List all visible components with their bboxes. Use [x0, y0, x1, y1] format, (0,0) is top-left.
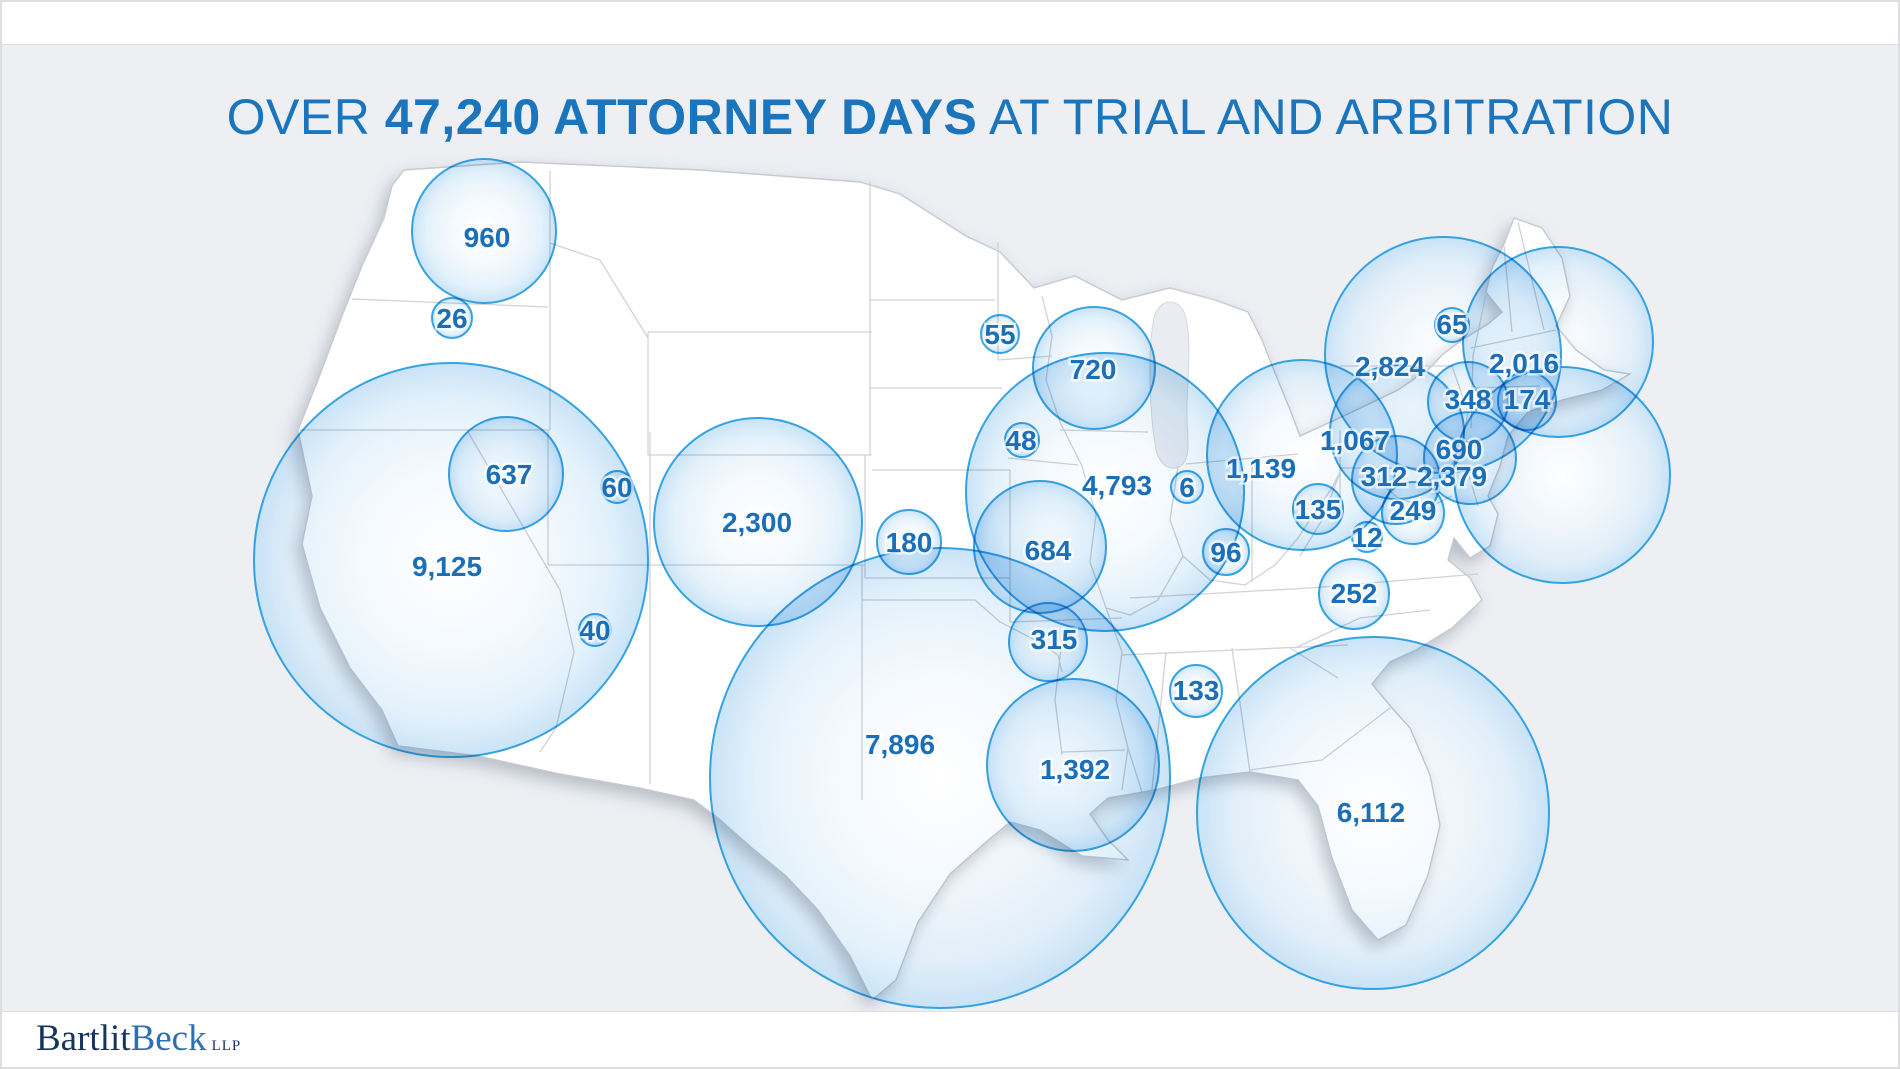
bubble-colorado: [653, 417, 863, 627]
bubble-label-pennsylvania: 1,067: [1320, 425, 1390, 456]
bubble-wisconsin: [1032, 306, 1156, 430]
bubble-label-ohio: 1,139: [1226, 453, 1296, 484]
bubble-label-connecticut: 348: [1445, 384, 1492, 415]
bubble-kansas: [876, 509, 942, 575]
bubble-rhode-island: [1497, 371, 1557, 431]
bubble-label-iowa: 48: [1005, 425, 1036, 456]
bubble-label-arizona: 40: [579, 615, 610, 646]
bubble-iowa: [1004, 422, 1040, 458]
logo-bartlit: Bartlit: [36, 1018, 131, 1059]
bubble-label-maryland: 312: [1361, 461, 1408, 492]
bubble-label-rhode-island: 174: [1504, 384, 1551, 415]
logo-llp: LLP: [211, 1038, 242, 1054]
bubble-label-texas: 7,896: [865, 729, 935, 760]
bubble-label-illinois: 4,793: [1082, 470, 1152, 501]
title-highlight: 47,240 ATTORNEY DAYS: [384, 89, 978, 145]
bubble-alabama: [1169, 664, 1223, 718]
title-suffix: AT TRIAL AND ARBITRATION: [977, 89, 1674, 145]
bubble-label-indiana: 6: [1179, 472, 1195, 503]
bubble-kentucky: [1202, 528, 1250, 576]
bubble-label-kentucky: 96: [1210, 537, 1241, 568]
logo-beck: Beck: [130, 1018, 207, 1059]
bubble-washington: [411, 158, 557, 304]
bubble-label-new-york: 2,824: [1355, 351, 1425, 382]
bubble-district-of-columbia: [1381, 481, 1445, 545]
bubble-indiana: [1170, 470, 1204, 504]
bubble-label-washington: 960: [464, 222, 511, 253]
bubble-label-massachusetts: 2,016: [1489, 348, 1559, 379]
bubble-label-delaware: 2,379: [1417, 461, 1487, 492]
bubble-nevada: [448, 416, 564, 532]
bubble-label-vermont: 65: [1436, 309, 1467, 340]
bubble-layer: [253, 158, 1671, 1009]
bubble-label-louisiana: 1,392: [1040, 754, 1110, 785]
bubble-label-arkansas: 315: [1031, 624, 1078, 655]
bubble-label-california: 9,125: [412, 551, 482, 582]
bubble-minnesota: [980, 314, 1020, 354]
bubble-label-missouri: 684: [1025, 535, 1072, 566]
top-white-band: [0, 0, 1900, 45]
bubble-label-district-of-columbia: 249: [1390, 495, 1437, 526]
bubble-west-virginia: [1292, 483, 1344, 535]
bubble-louisiana: [986, 678, 1160, 852]
bubble-label-north-carolina: 252: [1331, 578, 1378, 609]
bubble-label-kansas: 180: [886, 527, 933, 558]
bubble-arizona: [578, 613, 612, 647]
bubble-arkansas: [1008, 602, 1088, 682]
bubble-virginia: [1351, 521, 1383, 553]
bubble-utah: [600, 470, 634, 504]
bubble-label-new-jersey: 690: [1436, 434, 1483, 465]
bubble-florida: [1196, 636, 1550, 990]
bubble-label-utah: 60: [601, 472, 632, 503]
bubble-label-florida: 6,112: [1337, 797, 1406, 828]
bubble-north-carolina: [1318, 558, 1390, 630]
bubble-label-alabama: 133: [1173, 675, 1220, 706]
bubble-label-oregon: 26: [436, 303, 467, 334]
label-layer: 7,896 9,125 6,112 4,793 2,824 2,379 2,300 1,139…: [409, 220, 1561, 831]
bubble-label-wisconsin: 720: [1070, 354, 1117, 385]
bubble-label-west-virginia: 135: [1295, 494, 1342, 525]
bartlitbeck-logo: BartlitBeck LLP: [36, 1017, 241, 1060]
bubble-oregon: [431, 297, 473, 339]
bubble-vermont: [1434, 307, 1470, 343]
bubble-label-minnesota: 55: [984, 319, 1015, 350]
title-prefix: OVER: [226, 89, 385, 145]
bubble-label-virginia: 12: [1351, 522, 1382, 553]
page-title: OVER 47,240 ATTORNEY DAYS AT TRIAL AND A…: [0, 88, 1900, 146]
bubble-label-nevada: 637: [486, 459, 533, 490]
bubble-label-colorado: 2,300: [722, 507, 792, 538]
bottom-white-band: [0, 1011, 1900, 1069]
